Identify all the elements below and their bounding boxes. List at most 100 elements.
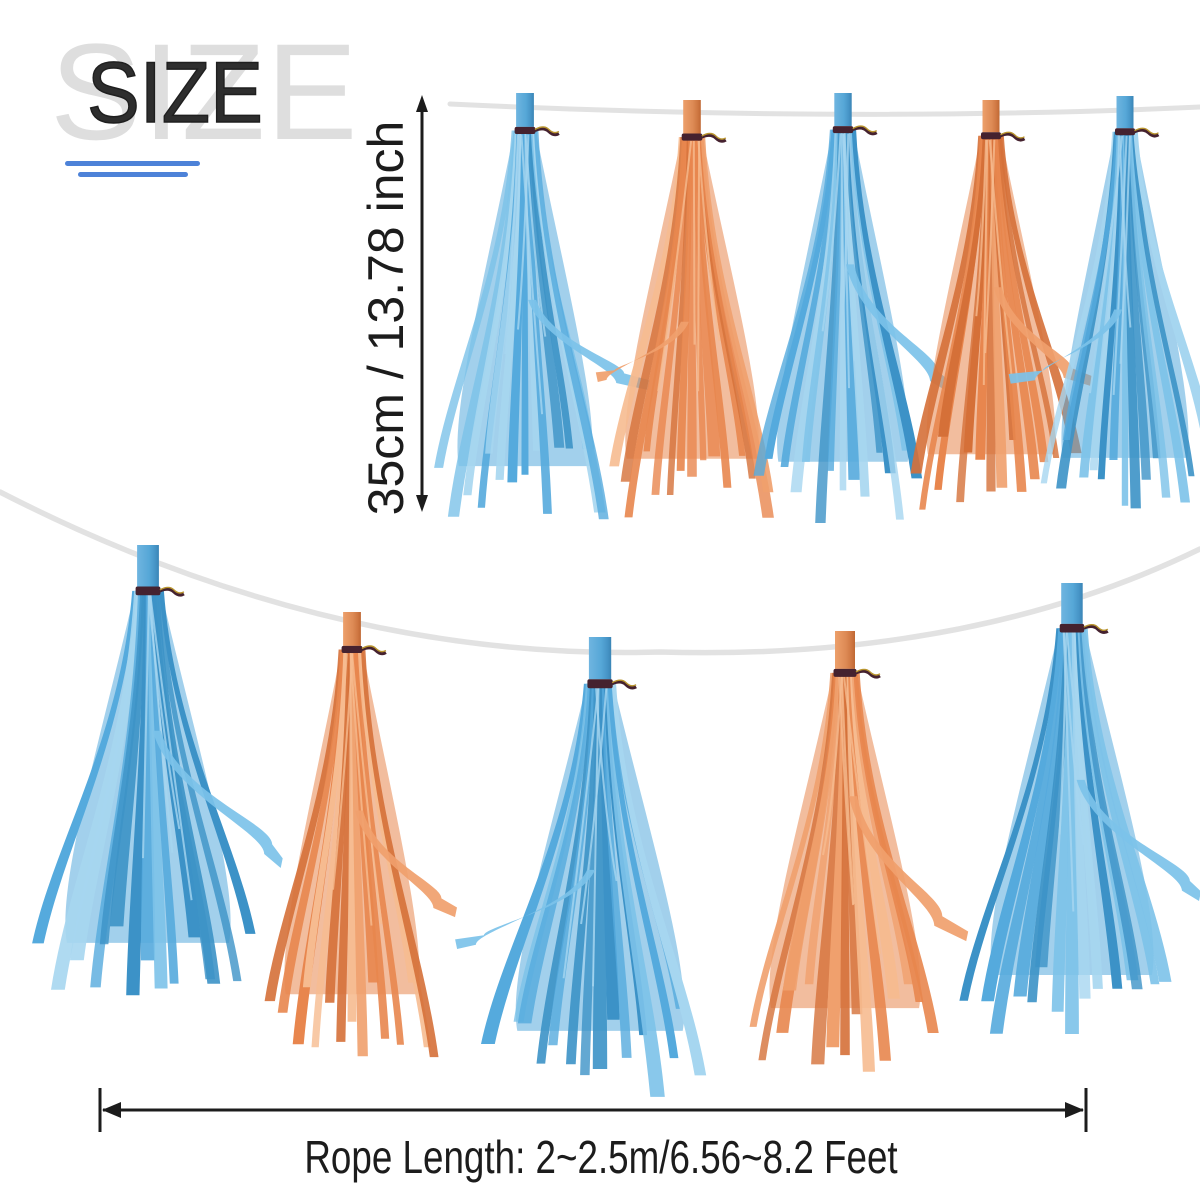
size-title-text: SIZE xyxy=(86,45,263,141)
tassel-strip xyxy=(1097,131,1125,480)
tassel-strip xyxy=(361,649,439,1058)
tie-wire-gold xyxy=(361,645,387,653)
tassel-strip xyxy=(70,590,141,961)
tassel-strip xyxy=(666,137,692,495)
tassel-strip xyxy=(855,672,939,1033)
tassel-crease xyxy=(332,653,354,890)
tassel-crease xyxy=(843,676,881,954)
clothespin-clip xyxy=(137,545,159,587)
tassel-strip xyxy=(1013,628,1067,997)
tassel-strip xyxy=(325,649,351,1003)
tassel-strip xyxy=(566,683,599,1065)
tassel-strip xyxy=(975,135,992,460)
tassel-strip xyxy=(302,649,348,988)
tie-wire xyxy=(1133,128,1160,138)
tassel-crease xyxy=(657,140,693,392)
tassel-strip xyxy=(513,683,591,1022)
tassel-strip xyxy=(849,672,900,999)
tassel-strip xyxy=(919,135,985,510)
tassel-strip xyxy=(990,135,1008,488)
tassel-strip xyxy=(843,129,870,497)
tassel-tie-band xyxy=(981,132,1001,140)
tassel-strip xyxy=(1081,628,1160,985)
tassel-strip xyxy=(126,590,149,996)
tassel-orange xyxy=(264,612,457,1058)
tassel-strip xyxy=(534,130,609,520)
tassel-blue xyxy=(1008,96,1200,509)
tassel-tie-band xyxy=(135,586,161,596)
tassel-strip xyxy=(934,135,986,490)
tassel-strip xyxy=(517,683,593,1024)
tassel-strip xyxy=(910,135,983,474)
tassel-strip xyxy=(676,137,693,471)
tassel-crease xyxy=(842,133,856,362)
tassel-strip xyxy=(801,129,841,462)
tassel-tie-band xyxy=(832,126,854,134)
tassel-strip xyxy=(624,137,687,518)
tassel-flyaway-strip xyxy=(846,264,955,395)
tassel-strip xyxy=(989,628,1065,1034)
clothespin-clip xyxy=(516,93,534,127)
tie-wire xyxy=(855,669,881,679)
tassel-strip xyxy=(527,130,565,448)
tie-wire xyxy=(1083,624,1109,634)
tassel-blue xyxy=(753,93,955,523)
clothespin-clip xyxy=(343,612,361,646)
tassel-blue xyxy=(959,583,1200,1034)
tie-wire xyxy=(361,646,387,656)
rope-length-label: Rope Length: 2~2.5m/6.56~8.2 Feet xyxy=(304,1131,898,1183)
tie-wire-gold xyxy=(1000,131,1025,139)
tassel-strip xyxy=(447,130,518,517)
tassel-strip xyxy=(99,590,145,945)
tie-wire-gold xyxy=(534,126,560,134)
tassel-strip xyxy=(848,672,891,1061)
tassel-strip xyxy=(782,672,841,991)
tie-wire-gold xyxy=(1083,624,1109,632)
tassel-flyaway-strip xyxy=(849,796,969,942)
tassel-crease xyxy=(1065,632,1099,929)
tassel-strip xyxy=(827,129,844,471)
clothespin-clip xyxy=(982,100,1000,133)
tassel-flyaway-strip xyxy=(1076,779,1200,901)
tassel-flyaway-strip xyxy=(595,321,689,382)
garland-top xyxy=(434,93,1200,523)
tassel-flyaway-strip xyxy=(355,810,457,918)
tassel-crease xyxy=(697,140,721,341)
tassel-strip xyxy=(529,130,574,449)
tassel-strip xyxy=(1128,131,1171,498)
tie-wire xyxy=(534,127,560,137)
tie-wire xyxy=(701,133,727,143)
tassel-strip xyxy=(959,628,1061,1001)
tassel-strip xyxy=(336,649,353,1042)
tassel-strip xyxy=(1089,131,1123,471)
tassel-strip xyxy=(157,590,242,982)
clothespin-clip xyxy=(1116,96,1134,129)
tassel-strip xyxy=(1133,131,1200,430)
tassel-strip xyxy=(277,649,345,1013)
height-arrow xyxy=(416,95,428,512)
tassel-blue xyxy=(32,545,283,996)
tassel-strip xyxy=(311,649,350,1048)
tassel-strip xyxy=(609,137,684,467)
tassel-strip xyxy=(1083,628,1172,982)
tie-wire-gold xyxy=(611,679,637,687)
tassel-strip xyxy=(592,683,608,1069)
tassel-strip xyxy=(264,649,343,1002)
tassel-strip xyxy=(507,130,526,483)
tassel-strip xyxy=(790,129,839,493)
tassel-crease xyxy=(697,140,701,392)
tassel-strip xyxy=(1035,628,1071,968)
tie-wire xyxy=(852,126,878,136)
tassel-crease xyxy=(1062,632,1075,912)
rope-arrow-head-right xyxy=(1065,1102,1084,1118)
tassel-strip xyxy=(776,672,839,1033)
tassel-crease xyxy=(595,687,618,882)
tie-wire xyxy=(999,132,1026,142)
tassel-strip xyxy=(140,590,156,961)
tassel-strip xyxy=(749,672,835,1027)
tassel-crease xyxy=(562,687,600,979)
tassel-strip xyxy=(620,137,685,482)
tassel-strip xyxy=(477,130,521,508)
tassel-strip xyxy=(981,628,1063,1002)
tassel-crease xyxy=(984,139,996,354)
